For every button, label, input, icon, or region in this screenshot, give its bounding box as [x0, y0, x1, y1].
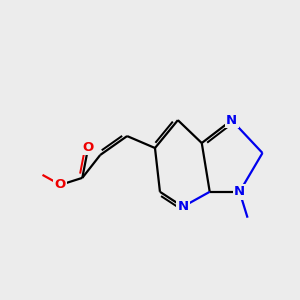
Text: N: N — [177, 200, 188, 213]
Text: O: O — [83, 140, 94, 154]
Text: O: O — [55, 178, 66, 191]
Text: N: N — [234, 185, 245, 198]
Text: N: N — [226, 114, 237, 127]
